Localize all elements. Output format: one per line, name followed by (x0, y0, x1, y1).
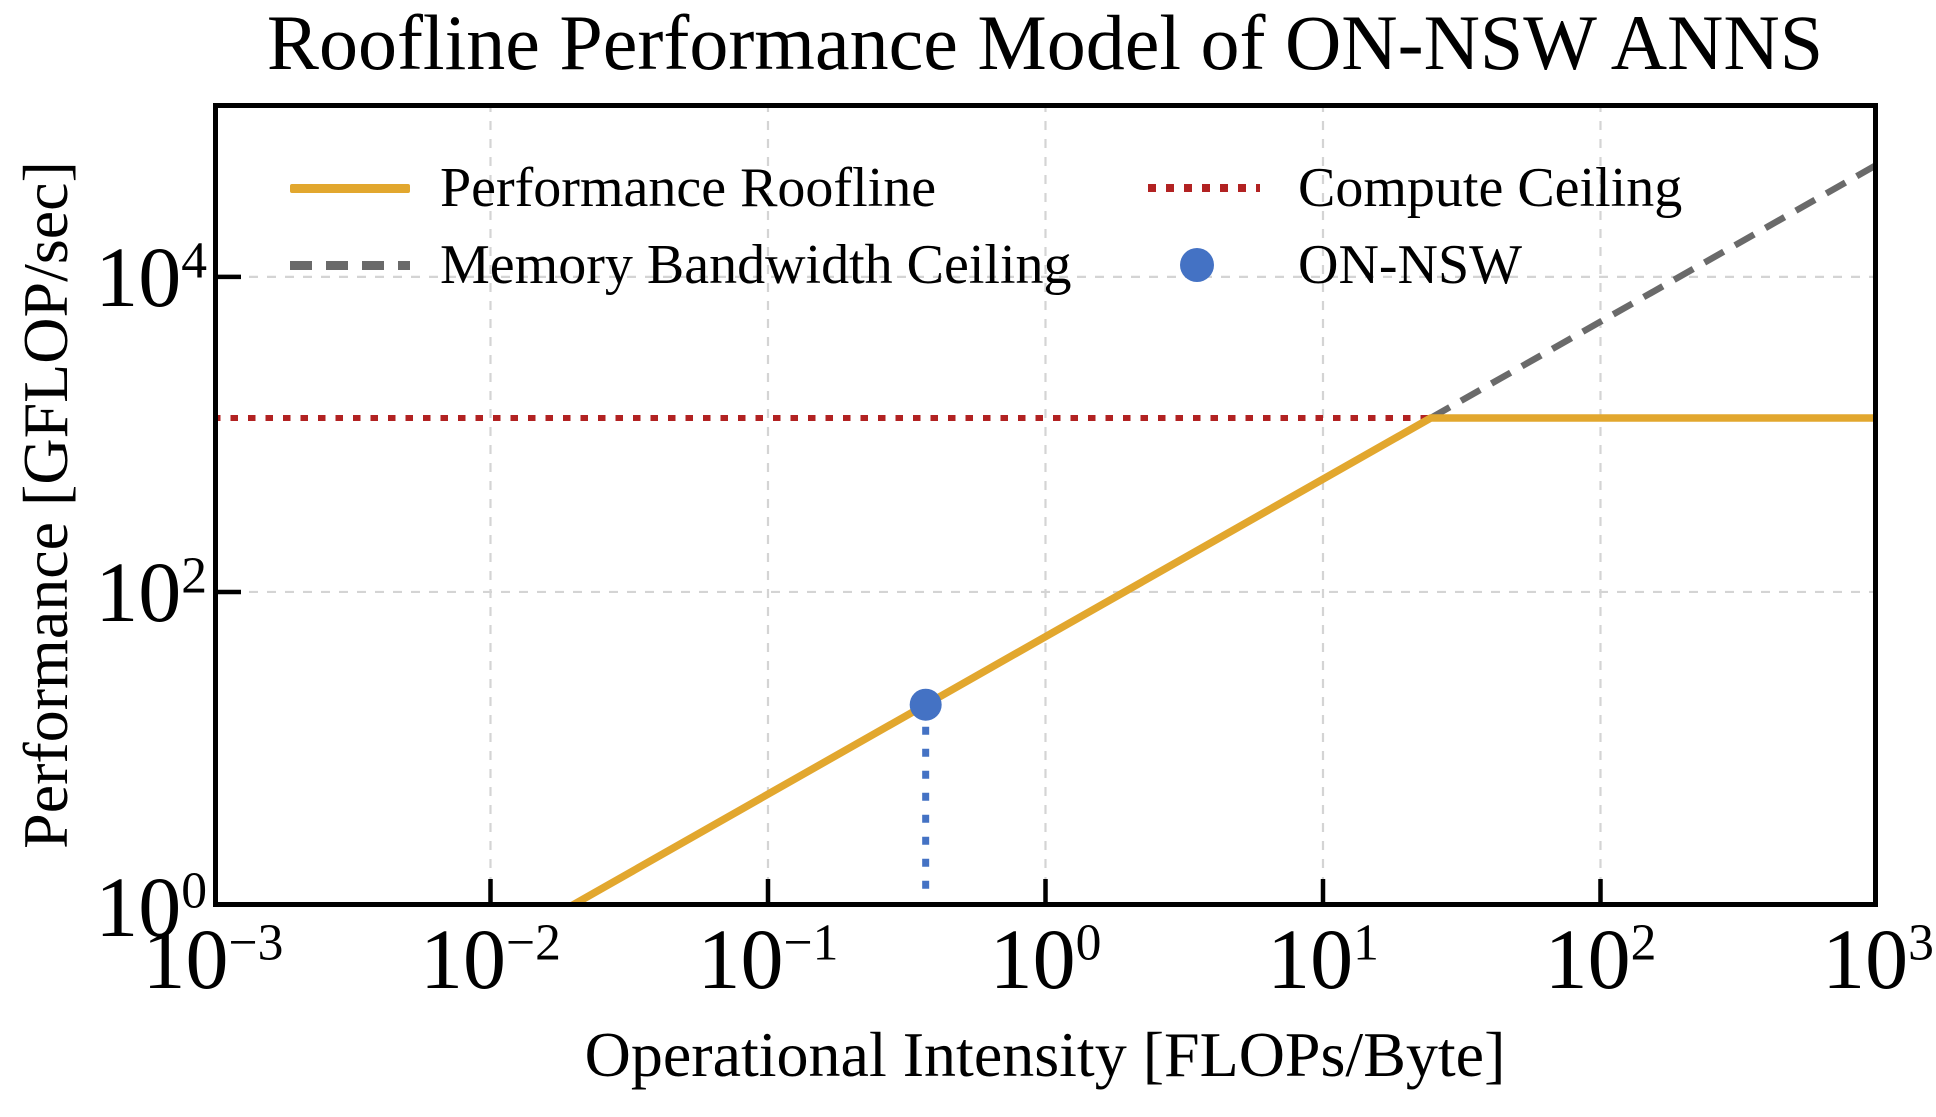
legend-item-performance-roofline: Performance Roofline (290, 153, 936, 223)
y-tick-label: 104 (95, 228, 207, 325)
legend-item-memory-bandwidth-ceiling: Memory Bandwidth Ceiling (290, 230, 1072, 300)
legend-label: Compute Ceiling (1298, 157, 1683, 219)
roofline-line-swatch (290, 183, 410, 193)
chart-title: Roofline Performance Model of ON-NSW ANN… (266, 0, 1824, 86)
y-tick-label: 102 (95, 543, 207, 640)
x-tick-label: 102 (1544, 911, 1657, 1007)
legend-label: Performance Roofline (440, 157, 937, 219)
on-nsw-marker-swatch (1148, 248, 1268, 282)
x-tick-label: 101 (1267, 911, 1379, 1007)
x-tick-label: 100 (989, 911, 1102, 1007)
x-axis-label: Operational Intensity [FLOPs/Byte] (584, 1019, 1506, 1090)
memory-ceiling-line-swatch (290, 260, 410, 270)
legend-item-compute-ceiling: Compute Ceiling (1148, 153, 1682, 223)
y-axis-label: Performance [GFLOP/sec] (10, 161, 81, 849)
legend-label: ON-NSW (1298, 234, 1522, 296)
x-tick-label: 10−1 (697, 911, 839, 1007)
plot-area: Performance Roofline Compute Ceiling Mem… (213, 103, 1878, 907)
compute-ceiling-line-swatch (1148, 184, 1268, 192)
roofline-chart-svg (213, 103, 1878, 907)
x-tick-label: 103 (1822, 911, 1934, 1007)
y-tick-label: 100 (95, 859, 207, 955)
legend-label: Memory Bandwidth Ceiling (440, 234, 1072, 296)
legend-item-on-nsw: ON-NSW (1148, 230, 1522, 300)
x-tick-label: 10−3 (142, 911, 284, 1007)
x-tick-label: 10−2 (420, 911, 561, 1007)
